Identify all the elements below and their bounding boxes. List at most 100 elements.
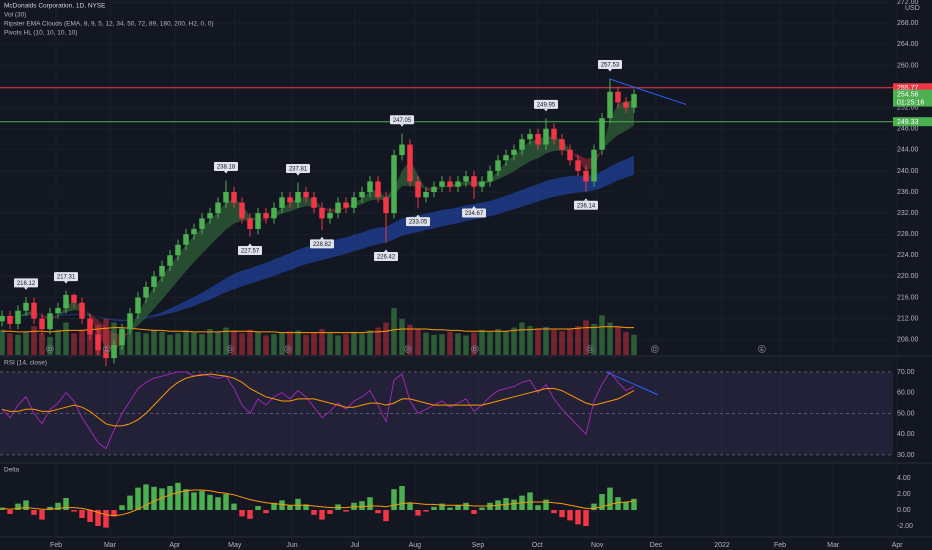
candle-body (431, 186, 437, 193)
countdown-label-box (893, 97, 932, 107)
delta-bar (103, 510, 109, 528)
last-price-label: 254.56 (897, 91, 919, 98)
y-tick-label: 236.00 (897, 189, 919, 196)
candle-body (375, 181, 381, 198)
volume-bar (607, 322, 613, 355)
candle-body (215, 202, 221, 214)
delta-bar (415, 510, 421, 516)
x-tick-label: Feb (50, 542, 62, 549)
candle-body (79, 302, 85, 319)
delta-bar (311, 510, 317, 515)
candle-body (271, 207, 277, 219)
pivot-label: 228.82 (313, 242, 332, 248)
delta-bar (295, 498, 301, 510)
pivot-box (534, 99, 558, 109)
ema-cloud-fast (122, 329, 130, 344)
delta-bar (39, 510, 45, 520)
volume-bar (399, 318, 405, 355)
x-tick-label: 2022 (714, 542, 730, 549)
candle-body (287, 197, 293, 203)
rsi-band (0, 371, 893, 455)
x-tick-label: Apr (892, 542, 904, 549)
candle-body (471, 176, 477, 187)
level-label: 249.33 (897, 119, 919, 126)
delta-bar (47, 506, 53, 510)
volume-bar (223, 327, 229, 355)
event-marker (284, 345, 292, 353)
pivot-box (406, 217, 430, 227)
delta-bar (303, 504, 309, 510)
delta-bar (383, 510, 389, 522)
volume-bar (71, 333, 77, 355)
delta-bar (135, 487, 141, 510)
volume-bar (303, 334, 309, 355)
volume-bar (599, 315, 605, 355)
delta-bar (511, 499, 517, 510)
event-marker (586, 345, 594, 353)
volume-bar (279, 332, 285, 355)
volume-bar (447, 331, 453, 355)
candle-body (527, 133, 533, 140)
candle-body (63, 294, 69, 309)
x-tick-label: Jun (286, 542, 297, 549)
pivot-label: 233.05 (409, 220, 428, 226)
ema-cloud-fast (578, 154, 586, 171)
event-label: D (473, 347, 477, 353)
delta-bar (575, 510, 581, 525)
ema-cloud-fast (138, 299, 146, 326)
delta-bar (463, 502, 469, 510)
volume-bar (375, 327, 381, 355)
candle-body (495, 160, 501, 171)
x-tick-label: Dec (650, 542, 663, 549)
candle-body (23, 302, 29, 311)
trendline (609, 78, 687, 105)
candle-body (631, 94, 637, 108)
volume-bar (111, 322, 117, 355)
y-tick-label: 240.00 (897, 168, 919, 175)
delta-bar (543, 499, 549, 510)
delta-bar (79, 510, 85, 518)
ema-cloud-fast (210, 211, 218, 246)
delta-bar (127, 495, 133, 510)
ema-cloud-fast (322, 207, 330, 214)
delta-bar (367, 497, 373, 510)
candle-body (519, 139, 525, 150)
pivot-label: 257.53 (601, 63, 620, 69)
delta-bar (87, 510, 93, 522)
x-tick-label: Nov (591, 542, 604, 549)
candle-body (343, 202, 349, 208)
y-tick-label: 212.00 (897, 315, 919, 322)
candle-body (303, 192, 309, 198)
delta-bar (551, 510, 557, 514)
delta-bar (327, 510, 333, 514)
volume-bar (415, 329, 421, 355)
volume-bar (519, 322, 525, 355)
volume-bar (319, 329, 325, 355)
chart-title: McDonalds Corporation, 1D, NYSE (4, 3, 106, 10)
ema-cloud-fast (282, 202, 290, 214)
delta-bar (567, 510, 573, 521)
ema-cloud-fast (362, 190, 370, 205)
candle-body (599, 118, 605, 150)
candle-body (607, 91, 613, 119)
pivot-box (286, 163, 310, 173)
delta-bar (407, 502, 413, 510)
candle-body (55, 308, 61, 314)
delta-bar (111, 510, 117, 517)
candle-body (247, 218, 253, 229)
volume-bar (79, 329, 85, 355)
volume-bar (231, 330, 237, 355)
rsi-tick-label: 50.00 (897, 410, 915, 417)
delta-bar (231, 503, 237, 510)
volume-bar (439, 334, 445, 355)
indicator-label: Pivots HL (10, 10, 10, 10) (4, 30, 77, 37)
pivot-label: 217.31 (57, 275, 76, 281)
ema-cloud-fast (226, 198, 234, 230)
candle-body (295, 192, 301, 203)
delta-bar (239, 510, 245, 517)
y-tick-label: 228.00 (897, 231, 919, 238)
volume-bar (87, 327, 93, 355)
delta-bar (271, 502, 277, 510)
volume-bar (471, 332, 477, 355)
